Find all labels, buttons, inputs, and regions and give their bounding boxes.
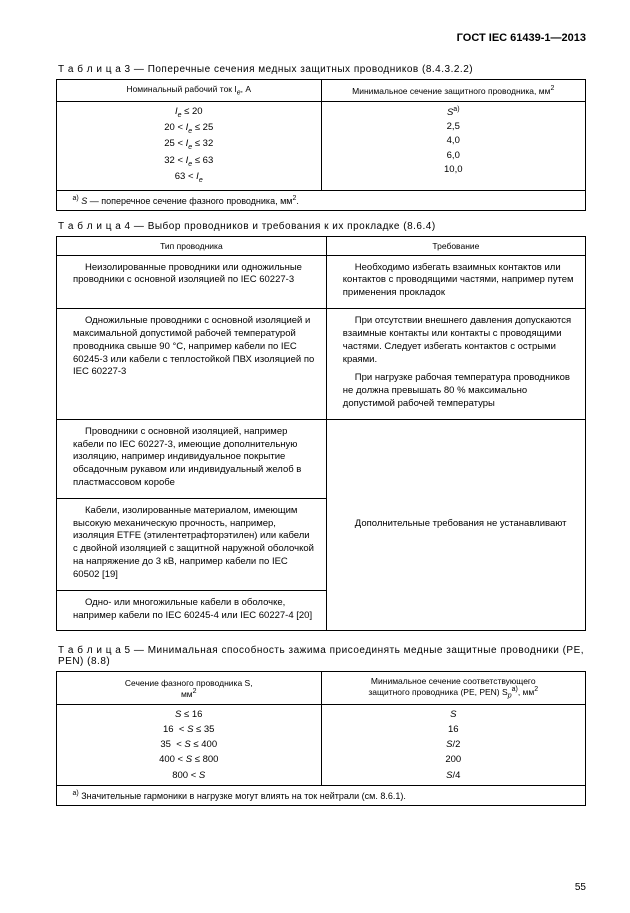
txt: Минимальное сечение защитного проводника…	[352, 86, 550, 96]
t5-head-left: Сечение фазного проводника S, мм2	[57, 672, 322, 705]
r: Sa)	[330, 105, 578, 120]
sub: p	[508, 693, 512, 700]
sup2: 2	[534, 686, 538, 693]
r: 35 < S ≤ 400	[65, 737, 313, 752]
p: Дополнительные требования не устанавлива…	[343, 518, 575, 531]
l2: мм	[181, 689, 193, 699]
p: Необходимо избегать взаимных контактов и…	[343, 262, 575, 300]
r: 10,0	[330, 163, 578, 177]
table3: Номинальный рабочий ток Ie, А Минимально…	[56, 79, 586, 211]
r: 25 < Ie ≤ 32	[65, 137, 313, 153]
t5-footnote: a) Значительные гармоники в нагрузке мог…	[57, 785, 586, 805]
p: Одно- или многожильные кабели в оболочке…	[73, 597, 316, 623]
unit: , мм	[518, 687, 534, 697]
r: 200	[330, 752, 578, 767]
r: S	[330, 707, 578, 722]
r: 2,5	[330, 120, 578, 134]
t4-r5-left: Одно- или многожильные кабели в оболочке…	[57, 590, 327, 631]
t4-head-left: Тип проводника	[57, 236, 327, 255]
unit: , А	[241, 84, 251, 94]
caption-text: Выбор проводников и требования к их прок…	[148, 221, 436, 232]
caption-prefix: Т а б л и ц а 4 —	[58, 221, 148, 232]
t5-left-cell: S ≤ 16 16 < S ≤ 35 35 < S ≤ 400 400 < S …	[57, 704, 322, 785]
t3-right-cell: Sa) 2,5 4,0 6,0 10,0	[321, 101, 586, 190]
t4-r1-right: Необходимо избегать взаимных контактов и…	[326, 255, 585, 308]
ftxt: Значительные гармоники в нагрузке могут …	[79, 791, 406, 801]
sup: 2	[550, 85, 554, 92]
t3-head-right: Минимальное сечение защитного проводника…	[321, 80, 586, 102]
r: 400 < S ≤ 800	[65, 752, 313, 767]
t4-r1-left: Неизолированные проводники или одножильн…	[57, 255, 327, 308]
r: S/4	[330, 768, 578, 783]
t4-r3-left: Проводники с основной изоляцией, наприме…	[57, 419, 327, 498]
r: 800 < S	[65, 768, 313, 783]
r: Ie ≤ 20	[65, 105, 313, 121]
r: 6,0	[330, 149, 578, 163]
t4-head-right: Требование	[326, 236, 585, 255]
p: Неизолированные проводники или одножильн…	[73, 262, 316, 288]
t5-head-right: Минимальное сечение соответствующего защ…	[321, 672, 586, 705]
r: 16 < S ≤ 35	[65, 722, 313, 737]
l1: Сечение фазного проводника S,	[125, 678, 253, 688]
p: При отсутствии внешнего давления допуска…	[343, 315, 575, 366]
caption-text: Поперечные сечения медных защитных прово…	[148, 64, 473, 75]
r: 32 < Ie ≤ 63	[65, 154, 313, 170]
page-number: 55	[575, 882, 586, 893]
r: 16	[330, 722, 578, 737]
txt: Номинальный рабочий ток I	[126, 84, 236, 94]
table5: Сечение фазного проводника S, мм2 Минима…	[56, 671, 586, 805]
t3-left-cell: Ie ≤ 20 20 < Ie ≤ 25 25 < Ie ≤ 32 32 < I…	[57, 101, 322, 190]
p: Одножильные проводники с основной изоляц…	[73, 315, 316, 379]
table3-caption: Т а б л и ц а 3 — Поперечные сечения мед…	[58, 64, 586, 75]
t5-right-cell: S 16 S/2 200 S/4	[321, 704, 586, 785]
table4: Тип проводника Требование Неизолированны…	[56, 236, 586, 632]
r: 63 < Ie	[65, 170, 313, 186]
caption-prefix: Т а б л и ц а 3 —	[58, 64, 148, 75]
l2: защитного проводника (PE, PEN) S	[368, 687, 507, 697]
r: 20 < Ie ≤ 25	[65, 121, 313, 137]
t3-head-left: Номинальный рабочий ток Ie, А	[57, 80, 322, 102]
caption-prefix: Т а б л и ц а 5 —	[58, 645, 148, 656]
t4-r2-right: При отсутствии внешнего давления допуска…	[326, 309, 585, 420]
p: Проводники с основной изоляцией, наприме…	[73, 426, 316, 490]
r: S ≤ 16	[65, 707, 313, 722]
table5-caption: Т а б л и ц а 5 — Минимальная способност…	[58, 645, 586, 667]
t4-r4-left: Кабели, изолированные материалом, имеющи…	[57, 498, 327, 590]
t4-r345-right: Дополнительные требования не устанавлива…	[326, 419, 585, 631]
t4-r2-left: Одножильные проводники с основной изоляц…	[57, 309, 327, 420]
t3-footnote: a) S — поперечное сечение фазного провод…	[57, 190, 586, 210]
p: Кабели, изолированные материалом, имеющи…	[73, 505, 316, 582]
l1: Минимальное сечение соответствующего	[371, 676, 536, 686]
doc-header: ГОСТ IEC 61439-1—2013	[56, 32, 586, 44]
table4-caption: Т а б л и ц а 4 — Выбор проводников и тр…	[58, 221, 586, 232]
sup: 2	[193, 688, 197, 695]
r: S/2	[330, 737, 578, 752]
p: При нагрузке рабочая температура проводн…	[343, 372, 575, 410]
r: 4,0	[330, 134, 578, 148]
